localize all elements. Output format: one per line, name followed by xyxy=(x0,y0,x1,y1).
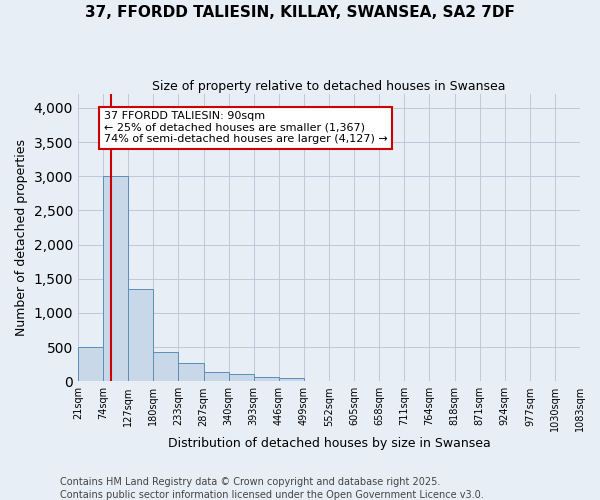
Bar xyxy=(279,378,304,382)
Bar xyxy=(103,176,128,382)
Y-axis label: Number of detached properties: Number of detached properties xyxy=(15,139,28,336)
Bar xyxy=(153,352,178,382)
Bar xyxy=(203,372,229,382)
X-axis label: Distribution of detached houses by size in Swansea: Distribution of detached houses by size … xyxy=(167,437,490,450)
Bar xyxy=(78,347,103,382)
Text: 37 FFORDD TALIESIN: 90sqm
← 25% of detached houses are smaller (1,367)
74% of se: 37 FFORDD TALIESIN: 90sqm ← 25% of detac… xyxy=(104,112,388,144)
Bar xyxy=(254,376,279,382)
Title: Size of property relative to detached houses in Swansea: Size of property relative to detached ho… xyxy=(152,80,506,93)
Text: Contains public sector information licensed under the Open Government Licence v3: Contains public sector information licen… xyxy=(60,490,484,500)
Text: 37, FFORDD TALIESIN, KILLAY, SWANSEA, SA2 7DF: 37, FFORDD TALIESIN, KILLAY, SWANSEA, SA… xyxy=(85,5,515,20)
Bar xyxy=(128,289,153,382)
Text: Contains HM Land Registry data © Crown copyright and database right 2025.: Contains HM Land Registry data © Crown c… xyxy=(60,477,440,487)
Bar xyxy=(178,363,203,382)
Bar xyxy=(229,374,254,382)
